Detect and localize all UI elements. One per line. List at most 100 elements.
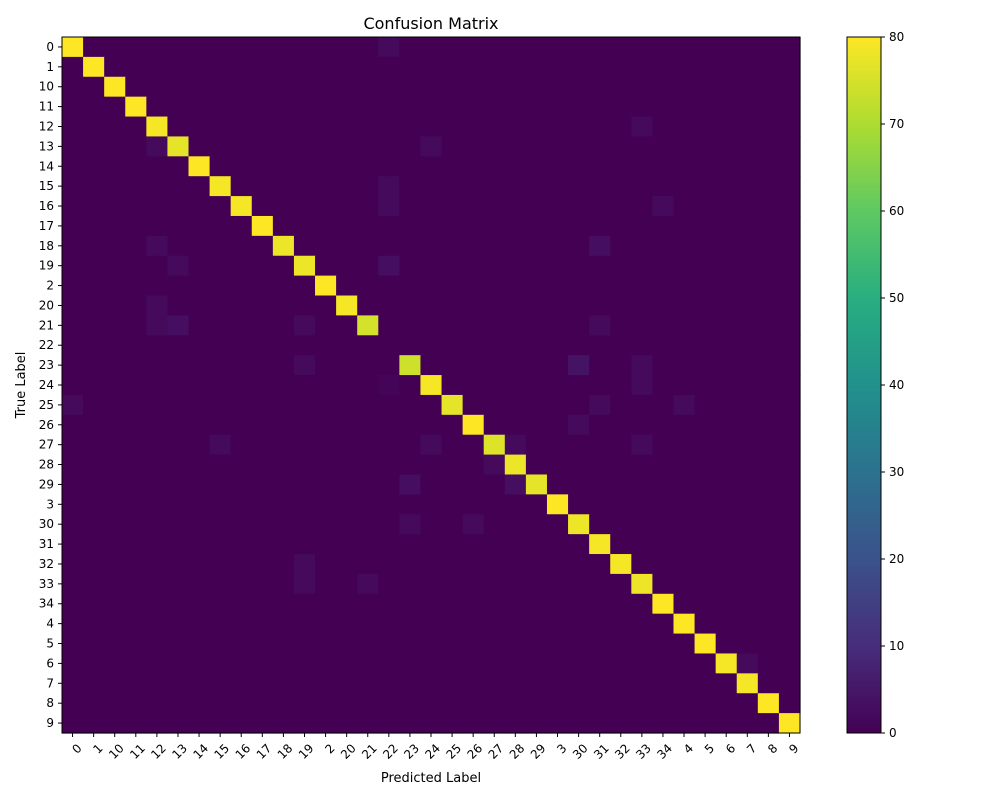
heatmap-cell-4-3 [546, 613, 569, 635]
heatmap-cell-15-12 [146, 176, 169, 197]
heatmap-cell-14-12 [146, 156, 169, 177]
heatmap-cell-4-25 [441, 613, 464, 635]
heatmap-cell-7-20 [336, 673, 358, 694]
heatmap-cell-32-31 [589, 554, 611, 575]
heatmap-cell-17-9 [778, 215, 801, 237]
heatmap-cell-29-8 [757, 474, 780, 495]
heatmap-cell-14-29 [525, 156, 548, 177]
heatmap-cell-5-10 [104, 633, 126, 655]
heatmap-cell-31-27 [483, 534, 506, 555]
heatmap-cell-30-8 [757, 514, 780, 535]
heatmap-cell-19-33 [631, 255, 653, 277]
heatmap-cell-25-25 [441, 394, 464, 416]
heatmap-cell-22-9 [778, 335, 801, 356]
colorbar [846, 36, 882, 734]
heatmap-cell-16-23 [399, 196, 422, 217]
x-tick-label: 7 [744, 741, 759, 756]
heatmap-cell-23-20 [336, 355, 358, 376]
heatmap-cell-22-16 [230, 335, 253, 356]
heatmap-cell-12-23 [399, 116, 422, 138]
heatmap-cell-5-17 [251, 633, 274, 655]
heatmap-cell-29-9 [778, 474, 801, 495]
heatmap-cell-4-4 [673, 613, 696, 635]
heatmap-cell-1-9 [778, 56, 801, 78]
y-tick-label: 1 [46, 60, 54, 74]
heatmap-cell-3-1 [83, 494, 105, 515]
heatmap-cell-22-29 [525, 335, 548, 356]
heatmap-cell-30-31 [589, 514, 611, 535]
heatmap-cell-14-22 [378, 156, 400, 177]
heatmap-cell-23-7 [736, 355, 759, 376]
heatmap-cell-23-5 [694, 355, 717, 376]
heatmap-cell-8-16 [230, 693, 253, 714]
heatmap-cell-7-27 [483, 673, 506, 694]
heatmap-cell-26-34 [652, 414, 675, 436]
heatmap-cell-0-31 [589, 37, 611, 58]
heatmap-cell-34-34 [652, 593, 675, 615]
heatmap-cell-18-23 [399, 235, 422, 257]
heatmap-cell-29-14 [188, 474, 211, 495]
y-tick-label: 21 [39, 318, 54, 332]
heatmap-cell-4-11 [125, 613, 147, 635]
heatmap-cell-15-13 [167, 176, 190, 197]
heatmap-cell-21-22 [378, 315, 400, 336]
heatmap-cell-28-23 [399, 454, 422, 476]
heatmap-cell-21-1 [83, 315, 105, 336]
heatmap-cell-8-22 [378, 693, 400, 714]
heatmap-cell-19-3 [546, 255, 569, 277]
heatmap-cell-20-13 [167, 295, 190, 316]
y-tick-label: 17 [39, 219, 54, 233]
heatmap-cell-20-32 [610, 295, 632, 316]
x-tick-label: 8 [765, 741, 780, 756]
heatmap-cell-2-23 [399, 275, 422, 297]
heatmap-cells [62, 37, 801, 734]
heatmap-cell-26-11 [125, 414, 147, 436]
heatmap-cell-15-9 [778, 176, 801, 197]
heatmap-cell-18-22 [378, 235, 400, 257]
heatmap-cell-7-7 [736, 673, 759, 694]
heatmap-cell-28-7 [736, 454, 759, 476]
heatmap-cell-34-5 [694, 593, 717, 615]
heatmap-cell-5-30 [568, 633, 590, 655]
heatmap-cell-13-4 [673, 136, 696, 157]
heatmap-cell-12-29 [525, 116, 548, 138]
heatmap-cell-18-2 [315, 235, 337, 257]
y-tick-label: 27 [39, 438, 54, 452]
heatmap-cell-18-26 [462, 235, 485, 257]
heatmap-cell-5-22 [378, 633, 400, 655]
heatmap-cell-18-19 [293, 235, 316, 257]
heatmap-cell-17-12 [146, 215, 169, 237]
heatmap-cell-19-10 [104, 255, 126, 277]
heatmap-cell-11-2 [315, 96, 337, 118]
heatmap-cell-1-1 [83, 56, 105, 78]
heatmap-cell-23-18 [272, 355, 295, 376]
heatmap-cell-31-34 [652, 534, 675, 555]
heatmap-cell-1-11 [125, 56, 147, 78]
heatmap-cell-1-30 [568, 56, 590, 78]
heatmap-cell-29-4 [673, 474, 696, 495]
heatmap-cell-22-13 [167, 335, 190, 356]
heatmap-cell-25-3 [546, 394, 569, 416]
heatmap-cell-34-18 [272, 593, 295, 615]
heatmap-cell-3-24 [420, 494, 443, 515]
heatmap-cell-22-34 [652, 335, 675, 356]
heatmap-cell-0-0 [62, 37, 84, 58]
heatmap-cell-9-32 [610, 713, 632, 734]
heatmap-cell-29-21 [357, 474, 379, 495]
heatmap-cell-27-28 [504, 434, 527, 456]
heatmap-cell-24-6 [715, 375, 738, 396]
heatmap-cell-30-25 [441, 514, 464, 535]
heatmap-cell-20-26 [462, 295, 485, 316]
heatmap-cell-6-7 [736, 653, 759, 674]
y-tick-label: 6 [46, 656, 54, 670]
heatmap-cell-32-27 [483, 554, 506, 575]
heatmap-cell-17-29 [525, 215, 548, 237]
heatmap-cell-0-10 [104, 37, 126, 58]
heatmap-cell-34-24 [420, 593, 443, 615]
heatmap-cell-16-25 [441, 196, 464, 217]
heatmap-cell-24-19 [293, 375, 316, 396]
heatmap-cell-9-34 [652, 713, 675, 734]
heatmap-cell-30-12 [146, 514, 169, 535]
heatmap-cell-21-6 [715, 315, 738, 336]
heatmap-cell-4-8 [757, 613, 780, 635]
